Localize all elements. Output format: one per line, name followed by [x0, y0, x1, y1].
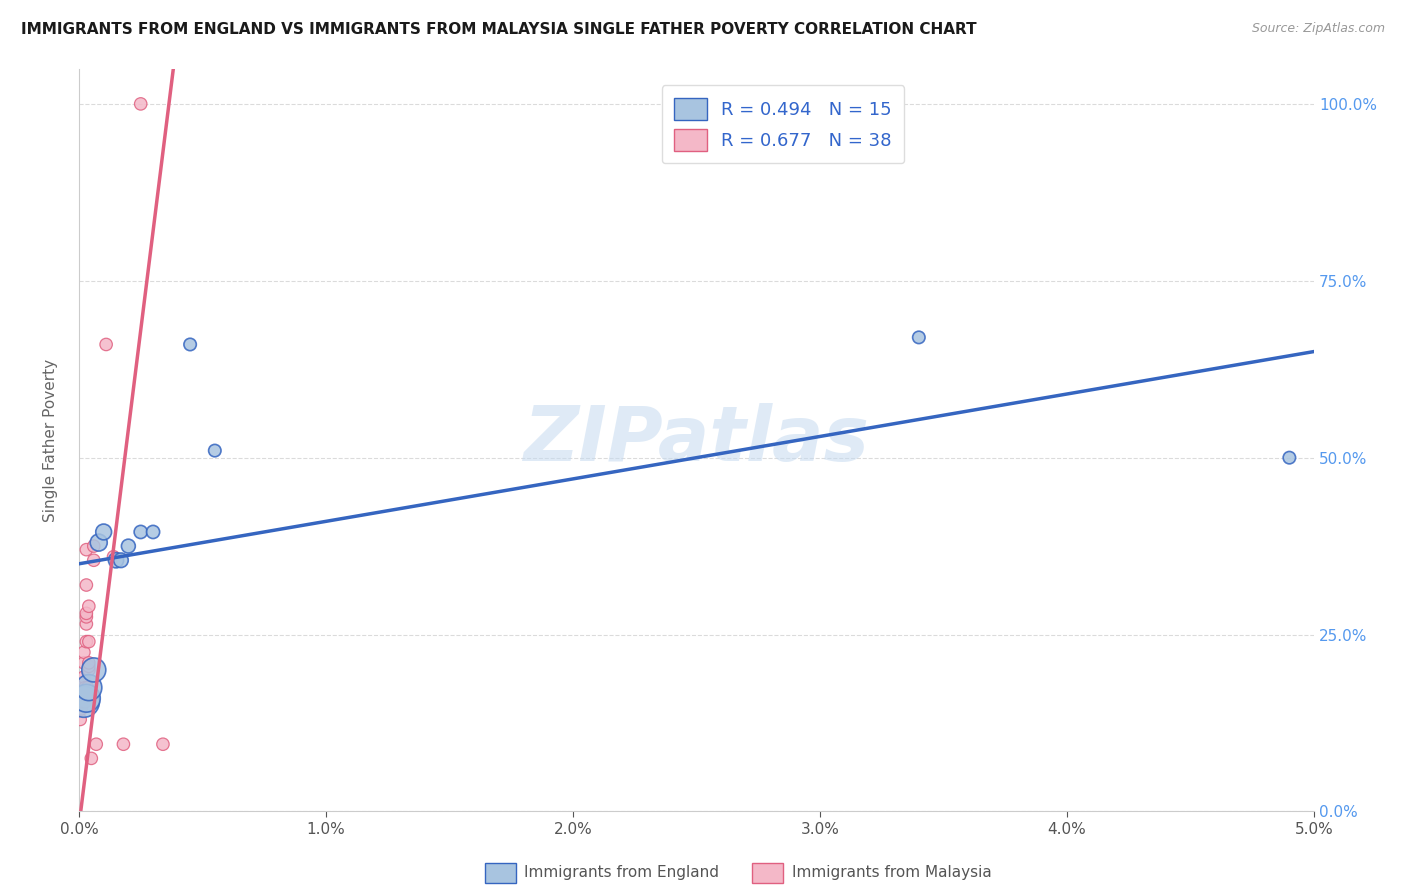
Point — [70, 688, 93, 702]
Point — [75, 691, 97, 706]
Point — [84, 737, 107, 751]
Point — [76, 688, 98, 702]
Point — [75, 607, 97, 621]
Point — [93, 524, 115, 539]
Point — [179, 337, 201, 351]
Point — [83, 539, 105, 553]
Point — [77, 681, 100, 695]
Point — [73, 656, 96, 670]
Point — [70, 695, 93, 709]
Point — [83, 663, 105, 677]
Point — [73, 695, 96, 709]
Point — [117, 539, 139, 553]
Point — [87, 535, 110, 549]
Point — [83, 553, 105, 567]
Point — [70, 684, 93, 698]
Point — [73, 645, 96, 659]
Point — [75, 681, 97, 695]
Point — [112, 737, 135, 751]
Point — [77, 634, 100, 648]
Point — [76, 681, 98, 695]
Point — [75, 578, 97, 592]
Point — [142, 524, 165, 539]
Point — [77, 656, 100, 670]
Point — [80, 751, 103, 765]
Point — [75, 542, 97, 557]
Point — [105, 553, 128, 567]
Point — [77, 663, 100, 677]
Point — [77, 659, 100, 673]
Point — [129, 96, 152, 111]
Point — [72, 688, 94, 702]
Point — [1278, 450, 1301, 465]
Point — [152, 737, 174, 751]
Point — [69, 702, 91, 716]
Point — [73, 681, 96, 695]
Point — [204, 443, 226, 458]
Point — [103, 549, 125, 564]
Point — [69, 713, 91, 727]
Y-axis label: Single Father Poverty: Single Father Poverty — [44, 359, 58, 522]
Point — [94, 337, 117, 351]
Point — [73, 677, 96, 691]
Legend: R = 0.494   N = 15, R = 0.677   N = 38: R = 0.494 N = 15, R = 0.677 N = 38 — [662, 85, 904, 163]
Point — [73, 670, 96, 684]
Text: Immigrants from Malaysia: Immigrants from Malaysia — [792, 865, 991, 880]
Point — [129, 524, 152, 539]
Point — [908, 330, 931, 344]
Text: Source: ZipAtlas.com: Source: ZipAtlas.com — [1251, 22, 1385, 36]
Point — [75, 634, 97, 648]
Point — [77, 599, 100, 614]
Point — [75, 616, 97, 631]
Text: IMMIGRANTS FROM ENGLAND VS IMMIGRANTS FROM MALAYSIA SINGLE FATHER POVERTY CORREL: IMMIGRANTS FROM ENGLAND VS IMMIGRANTS FR… — [21, 22, 977, 37]
Point — [75, 688, 97, 702]
Point — [72, 695, 94, 709]
Text: Immigrants from England: Immigrants from England — [524, 865, 720, 880]
Point — [70, 702, 93, 716]
Text: ZIPatlas: ZIPatlas — [523, 403, 869, 477]
Point — [75, 695, 97, 709]
Point — [75, 610, 97, 624]
Point — [110, 553, 132, 567]
